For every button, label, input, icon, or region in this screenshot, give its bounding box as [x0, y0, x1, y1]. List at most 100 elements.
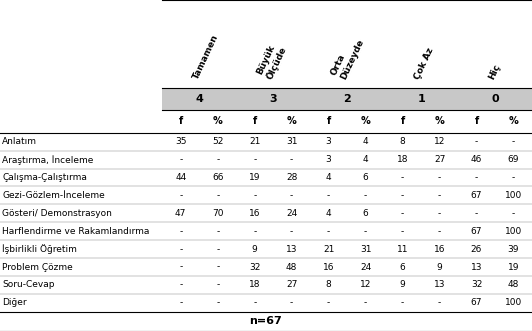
Text: Soru-Cevap: Soru-Cevap: [2, 280, 55, 289]
Text: Harflendirme ve Rakamlandırma: Harflendirme ve Rakamlandırma: [2, 227, 149, 236]
Text: 12: 12: [434, 137, 445, 146]
Text: 52: 52: [212, 137, 223, 146]
Text: -: -: [179, 227, 182, 236]
Text: f: f: [253, 117, 257, 126]
Text: -: -: [216, 280, 219, 289]
Text: 4: 4: [195, 94, 203, 104]
Text: Hiç: Hiç: [487, 63, 502, 81]
Text: 6: 6: [363, 173, 369, 182]
Text: -: -: [179, 191, 182, 200]
Text: 0: 0: [491, 94, 499, 104]
Text: %: %: [509, 117, 518, 126]
Text: f: f: [327, 117, 331, 126]
Text: -: -: [290, 155, 293, 164]
Text: -: -: [179, 262, 182, 271]
Text: -: -: [512, 137, 515, 146]
Text: 28: 28: [286, 173, 297, 182]
Text: İşbirlikli Öğretim: İşbirlikli Öğretim: [2, 244, 77, 254]
Text: -: -: [438, 191, 441, 200]
Text: f: f: [401, 117, 405, 126]
Text: -: -: [475, 209, 478, 218]
Text: -: -: [179, 298, 182, 307]
Text: 47: 47: [175, 209, 186, 218]
Text: 18: 18: [249, 280, 261, 289]
Text: Tamamen: Tamamen: [191, 33, 220, 81]
Text: 67: 67: [471, 227, 483, 236]
Text: 67: 67: [471, 298, 483, 307]
Text: 66: 66: [212, 173, 223, 182]
Text: -: -: [327, 227, 330, 236]
Text: -: -: [290, 191, 293, 200]
Text: -: -: [253, 155, 256, 164]
Text: -: -: [290, 227, 293, 236]
Text: -: -: [401, 173, 404, 182]
Text: 12: 12: [360, 280, 371, 289]
Text: 8: 8: [400, 137, 405, 146]
Text: 9: 9: [400, 280, 405, 289]
Text: 21: 21: [323, 245, 334, 254]
Text: 4: 4: [326, 173, 331, 182]
Text: 11: 11: [397, 245, 409, 254]
Text: Çalışma-Çalıştırma: Çalışma-Çalıştırma: [2, 173, 87, 182]
Text: 6: 6: [400, 262, 405, 271]
Text: 3: 3: [326, 155, 331, 164]
Text: %: %: [287, 117, 296, 126]
Text: %: %: [435, 117, 444, 126]
Text: 24: 24: [360, 262, 371, 271]
Text: Araştırma, İnceleme: Araştırma, İnceleme: [2, 155, 94, 165]
Text: 13: 13: [434, 280, 445, 289]
Text: -: -: [364, 227, 367, 236]
Text: Büyük
Ölçüde: Büyük Ölçüde: [255, 40, 288, 81]
Text: 100: 100: [505, 298, 522, 307]
Text: Problem Çözme: Problem Çözme: [2, 262, 73, 271]
Text: -: -: [475, 137, 478, 146]
Text: 31: 31: [360, 245, 371, 254]
Text: -: -: [475, 173, 478, 182]
Text: -: -: [401, 191, 404, 200]
Text: Orta
Düzeyde: Orta Düzeyde: [329, 33, 365, 81]
Text: -: -: [290, 298, 293, 307]
Text: 2: 2: [343, 94, 351, 104]
Text: 44: 44: [175, 173, 186, 182]
Text: 39: 39: [508, 245, 519, 254]
Text: -: -: [438, 173, 441, 182]
Text: 9: 9: [252, 245, 257, 254]
Text: Diğer: Diğer: [2, 298, 27, 307]
Text: -: -: [216, 298, 219, 307]
Text: -: -: [253, 227, 256, 236]
Text: -: -: [364, 191, 367, 200]
Text: Çok Az: Çok Az: [413, 46, 436, 81]
Text: -: -: [364, 298, 367, 307]
Text: -: -: [438, 227, 441, 236]
Text: 100: 100: [505, 191, 522, 200]
Text: 4: 4: [326, 209, 331, 218]
Text: f: f: [475, 117, 479, 126]
Text: 16: 16: [249, 209, 261, 218]
Text: 1: 1: [417, 94, 425, 104]
Text: 4: 4: [363, 155, 369, 164]
Text: -: -: [327, 191, 330, 200]
Text: 19: 19: [508, 262, 519, 271]
Text: 32: 32: [249, 262, 260, 271]
Text: Gezi-Gözlem-İnceleme: Gezi-Gözlem-İnceleme: [2, 191, 105, 200]
Text: %: %: [361, 117, 370, 126]
Text: 16: 16: [434, 245, 445, 254]
Text: -: -: [216, 245, 219, 254]
Text: 69: 69: [508, 155, 519, 164]
Text: 4: 4: [363, 137, 369, 146]
Text: 46: 46: [471, 155, 482, 164]
Text: 24: 24: [286, 209, 297, 218]
Text: 13: 13: [471, 262, 483, 271]
Text: -: -: [216, 227, 219, 236]
Text: 48: 48: [508, 280, 519, 289]
Text: 6: 6: [363, 209, 369, 218]
Text: 19: 19: [249, 173, 261, 182]
Text: Gösteri/ Demonstrasyon: Gösteri/ Demonstrasyon: [2, 209, 112, 218]
Bar: [162, 88, 532, 110]
Text: 67: 67: [471, 191, 483, 200]
Text: 100: 100: [505, 227, 522, 236]
Text: 27: 27: [286, 280, 297, 289]
Text: 3: 3: [326, 137, 331, 146]
Text: -: -: [401, 209, 404, 218]
Text: -: -: [179, 280, 182, 289]
